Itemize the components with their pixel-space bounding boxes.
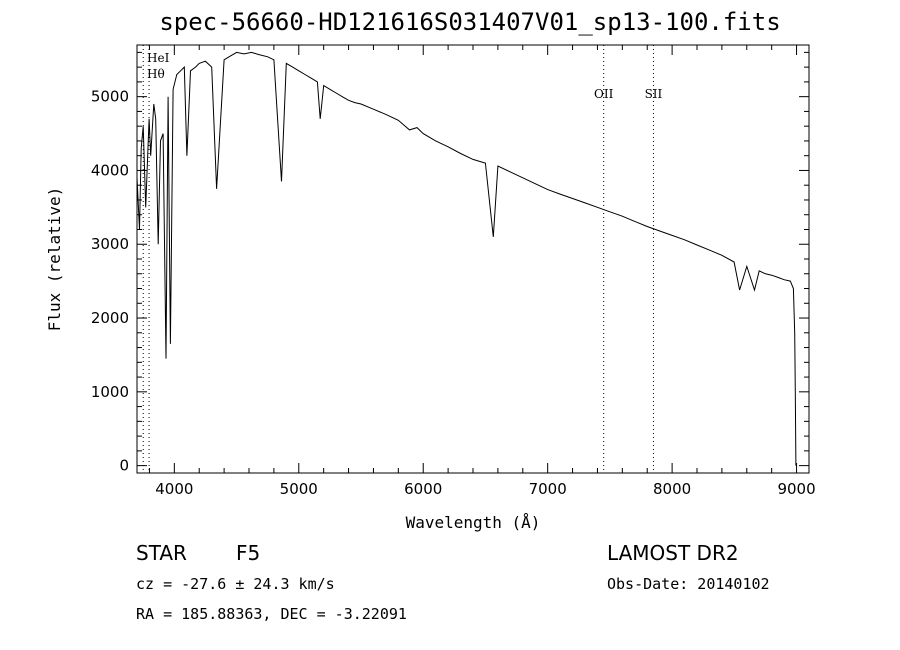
axis-ticks: 4000 5000 6000 7000 8000 9000 0 1000 2000 3000 400… bbox=[91, 45, 816, 498]
x-tick-label: 7000 bbox=[529, 480, 567, 498]
y-tick-label: 4000 bbox=[91, 161, 129, 179]
y-tick-label: 1000 bbox=[91, 383, 129, 401]
y-tick-label: 2000 bbox=[91, 309, 129, 327]
marker-label: SII bbox=[645, 87, 663, 101]
chart-title: spec-56660-HD121616S031407V01_sp13-100.f… bbox=[159, 8, 781, 36]
coordinates: RA = 185.88363, DEC = -3.22091 bbox=[136, 605, 407, 623]
y-tick-label: 3000 bbox=[91, 235, 129, 253]
object-class: STAR bbox=[136, 541, 187, 565]
spectral-subclass: F5 bbox=[236, 541, 261, 565]
y-axis-label: Flux (relative) bbox=[45, 187, 64, 332]
x-tick-label: 4000 bbox=[155, 480, 193, 498]
spectrum-line bbox=[136, 51, 797, 466]
redshift-cz: cz = -27.6 ± 24.3 km/s bbox=[136, 575, 335, 593]
marker-label: Hθ bbox=[147, 67, 165, 81]
marker-label: OII bbox=[594, 87, 614, 101]
x-tick-label: 6000 bbox=[404, 480, 442, 498]
x-tick-label: 9000 bbox=[777, 480, 815, 498]
marker-label: HeI bbox=[147, 51, 170, 65]
obs-date: Obs-Date: 20140102 bbox=[607, 575, 770, 593]
survey-name: LAMOST DR2 bbox=[607, 541, 739, 565]
y-tick-label: 5000 bbox=[91, 88, 129, 106]
plot-frame bbox=[136, 44, 810, 474]
x-axis-label: Wavelength (Å) bbox=[406, 513, 541, 532]
x-tick-label: 5000 bbox=[280, 480, 318, 498]
x-tick-label: 8000 bbox=[653, 480, 691, 498]
y-tick-label: 0 bbox=[119, 457, 129, 475]
line-markers: HeI Hθ OII SII bbox=[142, 45, 663, 473]
